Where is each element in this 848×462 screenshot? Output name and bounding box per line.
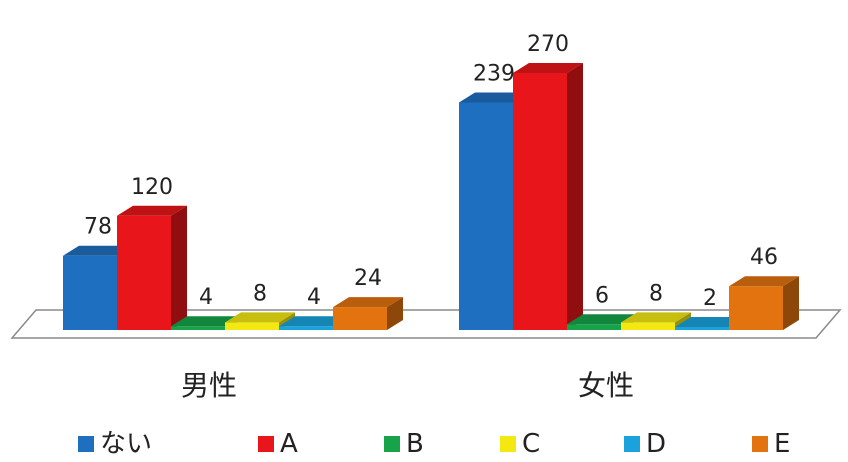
data-label: 120 (131, 175, 173, 200)
bar-front (459, 102, 513, 330)
bar-top (675, 317, 745, 327)
bar-front (513, 72, 567, 331)
bar-side (387, 297, 403, 330)
bars-layer (63, 62, 799, 331)
bar-side (783, 276, 799, 330)
bar (333, 297, 403, 330)
bar-top (171, 316, 241, 327)
legend-label-c: C (522, 429, 541, 459)
bar-front (333, 307, 387, 330)
data-label: 46 (750, 245, 778, 270)
bar-side (567, 62, 583, 331)
data-label: 78 (84, 215, 112, 240)
bar-front (279, 326, 333, 330)
legend: ない A B C D E (0, 426, 848, 462)
bar-front (621, 322, 675, 330)
legend-swatch-nai (78, 436, 94, 452)
bar-top (279, 316, 349, 327)
legend-item-c: C (500, 426, 540, 462)
data-label: 8 (253, 281, 267, 306)
bar-front (567, 324, 621, 330)
data-label: 4 (199, 285, 213, 310)
legend-item-d: D (624, 426, 666, 462)
bar-top (459, 92, 529, 103)
data-label: 4 (307, 285, 321, 310)
legend-item-a: A (258, 426, 298, 462)
bar-front (63, 255, 117, 330)
data-label: 24 (354, 266, 382, 291)
data-label: 2 (703, 286, 717, 311)
bar-top (729, 276, 799, 287)
legend-label-nai: ない (100, 429, 153, 459)
bar-top (567, 314, 637, 325)
legend-swatch-a (258, 436, 274, 452)
legend-label-e: E (774, 429, 791, 459)
bar-front (117, 215, 171, 330)
bar-top (63, 245, 133, 256)
legend-item-nai: ない (78, 426, 152, 462)
legend-item-b: B (384, 426, 424, 462)
value-labels-layer: 78 120 4 8 4 24 239 270 6 8 2 46 (84, 32, 778, 311)
bar-chart: 78 120 4 8 4 24 239 270 6 8 2 46 男性 女性 (10, 32, 842, 402)
bar-top (513, 62, 583, 73)
bar-top (621, 312, 691, 323)
data-label: 239 (473, 61, 515, 86)
bar (117, 205, 187, 330)
legend-swatch-d (624, 436, 640, 452)
legend-label-d: D (646, 429, 667, 459)
data-label: 6 (595, 283, 609, 308)
bar-front (171, 326, 225, 330)
data-label: 8 (649, 281, 663, 306)
bar (621, 312, 691, 330)
legend-swatch-b (384, 436, 400, 452)
legend-label-a: A (280, 429, 298, 459)
category-label-female: 女性 (578, 369, 634, 402)
bar (729, 276, 799, 330)
bar-top (225, 312, 295, 323)
bar (513, 62, 583, 331)
bar-top (333, 297, 403, 308)
legend-swatch-c (500, 436, 516, 452)
data-label: 270 (527, 32, 569, 57)
bar-front (729, 286, 783, 330)
legend-label-b: B (406, 429, 424, 459)
bar-front (675, 327, 729, 330)
bar-top (117, 205, 187, 216)
category-label-male: 男性 (181, 369, 237, 402)
legend-swatch-e (752, 436, 768, 452)
legend-item-e: E (752, 426, 790, 462)
bar-side (171, 205, 187, 330)
bar-front (225, 322, 279, 330)
